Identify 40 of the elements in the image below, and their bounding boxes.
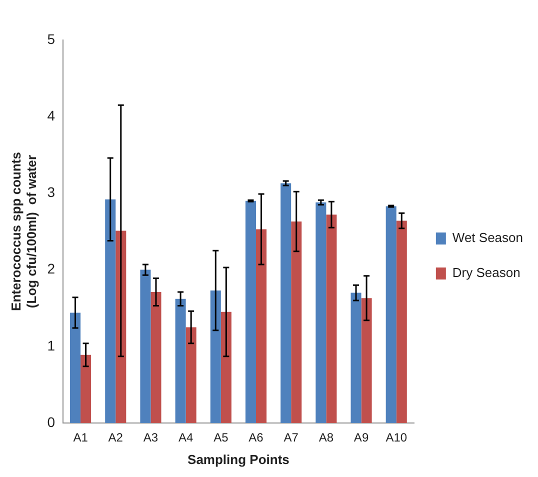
x-tick-label: A4 (178, 430, 194, 445)
bar (291, 222, 302, 423)
bar (150, 292, 162, 423)
legend-label: Dry Season (452, 265, 520, 280)
x-tick-label: A9 (354, 430, 369, 445)
x-tick-label: A5 (214, 430, 229, 445)
bar (386, 206, 396, 423)
x-tick-label: A8 (318, 430, 334, 445)
x-tick-label: A10 (386, 430, 408, 445)
x-tick-label: A2 (108, 430, 124, 445)
bar (70, 312, 81, 423)
y-tick-label: 1 (47, 337, 56, 354)
bar (105, 199, 116, 423)
y-axis-title: Enterococcus spp counts (Log cfu/100ml) of water (8, 152, 39, 311)
x-tick-label: A1 (73, 430, 88, 445)
y-tick-label: 3 (47, 184, 56, 200)
bar (220, 312, 232, 423)
x-tick-label: A6 (248, 430, 264, 445)
bar (256, 229, 267, 423)
bar (116, 230, 126, 423)
bar (280, 183, 292, 423)
y-tick-label: 4 (47, 107, 56, 124)
bar (175, 298, 186, 423)
bar (140, 270, 151, 423)
bar (326, 214, 337, 423)
bar (80, 354, 92, 423)
y-tick-label: 5 (47, 30, 56, 47)
bar (361, 298, 372, 423)
x-tick-label: A3 (143, 430, 158, 445)
bar (396, 220, 407, 423)
bar (245, 200, 256, 423)
legend-label: Wet Season (452, 230, 524, 246)
bar (316, 202, 326, 423)
y-tick-label: 0 (47, 414, 56, 430)
bar (350, 292, 362, 423)
bar (186, 327, 196, 423)
x-tick-label: A7 (284, 430, 299, 445)
x-axis-title: Sampling Points (188, 452, 290, 467)
bar (210, 290, 221, 423)
y-tick-label: 2 (47, 260, 56, 277)
